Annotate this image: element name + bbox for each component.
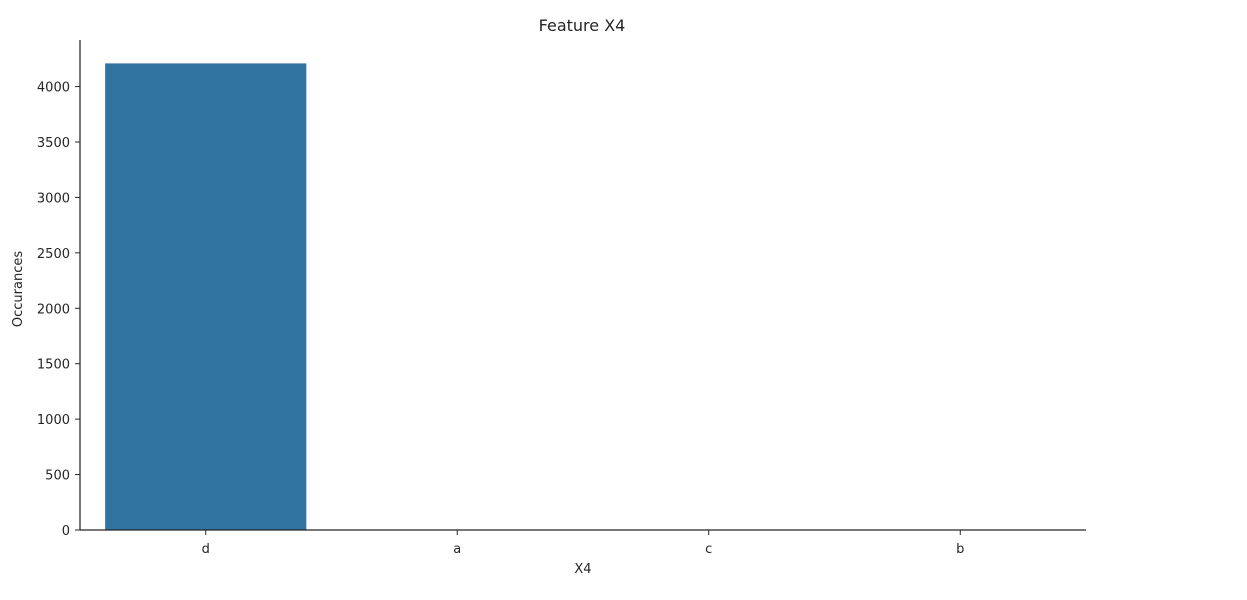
y-tick-label: 3500 — [37, 136, 70, 151]
y-tick-label: 2500 — [37, 247, 70, 262]
y-axis-title: Occurances — [11, 251, 26, 327]
y-tick-label: 0 — [62, 524, 70, 539]
x-tick-label: a — [453, 542, 461, 557]
y-tick-label: 3000 — [37, 191, 70, 206]
x-tick-label: b — [956, 542, 964, 557]
y-tick-label: 4000 — [37, 81, 70, 96]
chart-title: Feature X4 — [539, 16, 626, 35]
x-tick-label: d — [202, 542, 210, 557]
x-axis-title: X4 — [574, 562, 591, 577]
x-tick-label: c — [705, 542, 712, 557]
y-tick-label: 1000 — [37, 413, 70, 428]
bars-group — [105, 63, 1061, 530]
bar-d — [105, 63, 306, 530]
y-tick-label: 2000 — [37, 302, 70, 317]
y-tick-label: 500 — [45, 469, 70, 484]
y-axis-ticks: 0 500 1000 1500 2000 2500 3000 3500 4000 — [37, 81, 80, 539]
y-tick-label: 1500 — [37, 358, 70, 373]
